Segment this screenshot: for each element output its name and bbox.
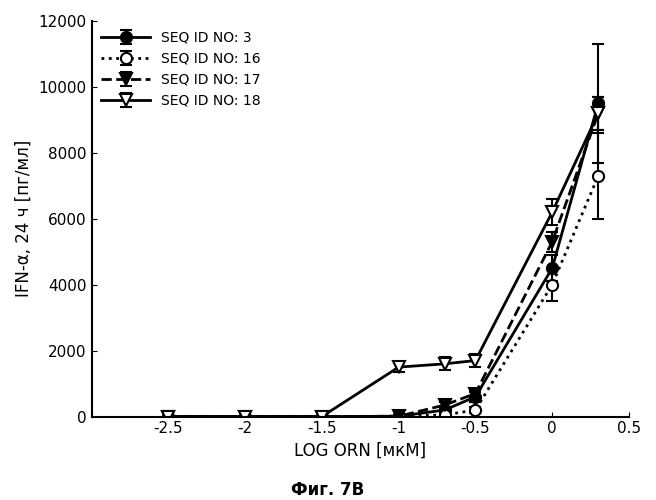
X-axis label: LOG ORN [мкМ]: LOG ORN [мкМ] (294, 442, 426, 460)
Text: Фиг. 7B: Фиг. 7B (291, 481, 365, 499)
Y-axis label: IFN-α, 24 ч [пг/мл]: IFN-α, 24 ч [пг/мл] (15, 140, 33, 298)
Legend: SEQ ID NO: 3, SEQ ID NO: 16, SEQ ID NO: 17, SEQ ID NO: 18: SEQ ID NO: 3, SEQ ID NO: 16, SEQ ID NO: … (96, 25, 266, 113)
